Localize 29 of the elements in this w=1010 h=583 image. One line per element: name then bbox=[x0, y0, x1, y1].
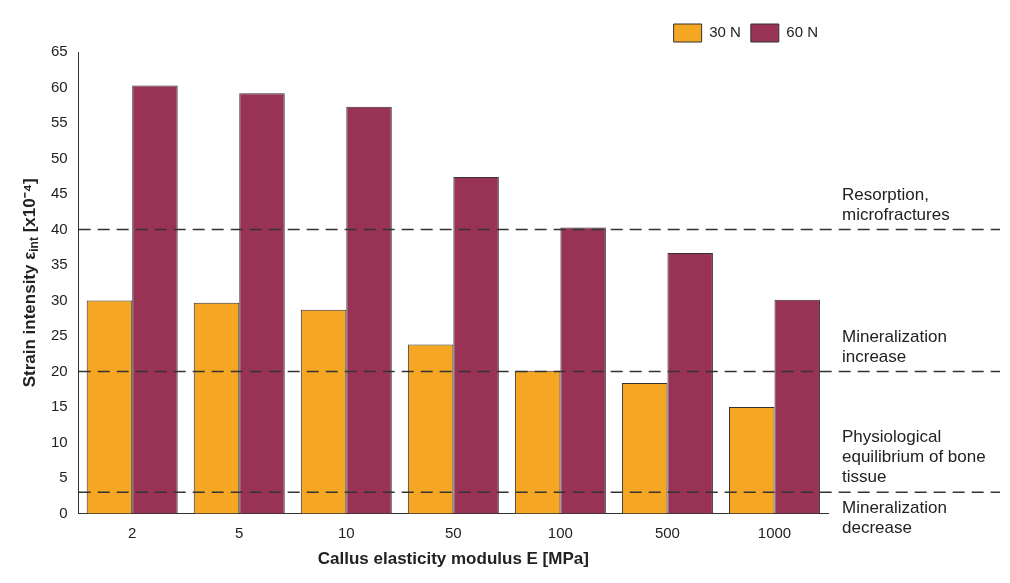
x-tick-label: 1000 bbox=[757, 523, 792, 541]
y-tick-label: 55 bbox=[51, 113, 68, 131]
legend-label: 30 N bbox=[709, 23, 741, 41]
text: Mineralization decrease bbox=[842, 498, 947, 538]
legend-label: 60 N bbox=[786, 23, 818, 41]
y-tick-label: 35 bbox=[51, 255, 68, 273]
y-tick-label: 25 bbox=[51, 326, 68, 344]
y-tick-label: 40 bbox=[51, 219, 68, 237]
x-tick-label: 10 bbox=[337, 523, 355, 541]
text: Physiological equilibrium of bone tissue bbox=[842, 427, 986, 487]
x-tick-label: 500 bbox=[654, 523, 680, 541]
x-tick-label: 2 bbox=[128, 523, 137, 541]
y-tick-label: 65 bbox=[51, 42, 68, 60]
y-tick-label: 10 bbox=[51, 432, 68, 450]
x-axis-title: Callus elasticity modulus E [MPa] bbox=[317, 549, 589, 569]
y-tick-label: 45 bbox=[51, 184, 68, 202]
y-tick-label: 30 bbox=[51, 290, 68, 308]
x-tick-label: 50 bbox=[445, 523, 462, 541]
y-tick-label: 5 bbox=[59, 468, 68, 486]
text: Mineralization increase bbox=[842, 326, 947, 366]
x-tick-label: 5 bbox=[235, 523, 244, 541]
text: Resorption, microfractures bbox=[842, 184, 950, 224]
y-tick-label: 15 bbox=[51, 397, 68, 415]
y-tick-label: 60 bbox=[51, 77, 68, 95]
x-tick-label: 100 bbox=[547, 523, 573, 541]
y-tick-label: 50 bbox=[51, 148, 68, 166]
y-tick-label: 20 bbox=[51, 361, 68, 379]
y-tick-label: 0 bbox=[59, 503, 68, 521]
y-axis-title: Strain intensity εint [x10⁻⁴] bbox=[19, 178, 42, 388]
